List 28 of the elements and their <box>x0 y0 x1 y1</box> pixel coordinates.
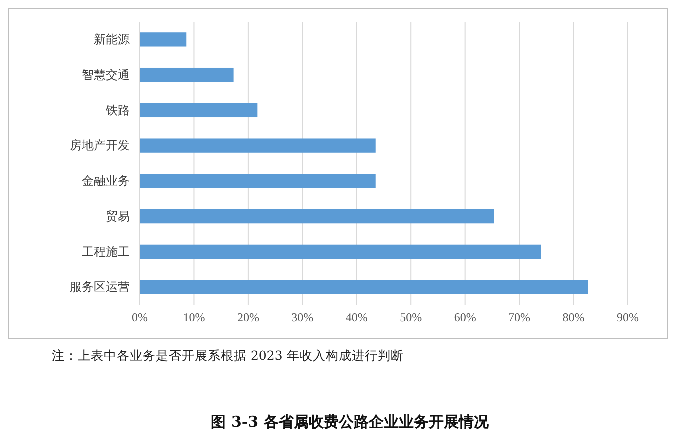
y-tick-label: 智慧交通 <box>82 68 130 82</box>
y-tick-label: 贸易 <box>106 209 130 224</box>
x-tick-label: 80% <box>562 310 585 325</box>
bar <box>140 174 376 188</box>
x-tick-label: 90% <box>617 310 639 325</box>
y-tick-label: 新能源 <box>94 32 130 47</box>
x-tick-label: 30% <box>292 310 314 325</box>
x-tick-label: 20% <box>237 310 260 325</box>
y-tick-label: 服务区运营 <box>70 280 130 294</box>
x-tick-label: 50% <box>400 310 422 325</box>
bar <box>140 138 376 153</box>
text: 图 3-3 各省属收费公路企业业务开展情况 <box>211 413 490 431</box>
x-tick-label: 60% <box>454 310 476 325</box>
bar <box>140 32 187 47</box>
bar <box>140 280 588 294</box>
y-tick-label: 房地产开发 <box>70 138 130 153</box>
x-tick-label: 40% <box>346 310 368 325</box>
y-tick-label: 金融业务 <box>82 174 130 188</box>
bar <box>140 68 234 82</box>
x-tick-label: 0% <box>132 310 148 325</box>
text: 注：上表中各业务是否开展系根据 2023 年收入构成进行判断 <box>52 348 404 363</box>
bar <box>140 244 542 260</box>
x-tick-label: 70% <box>508 310 531 325</box>
bar <box>140 209 494 224</box>
y-tick-label: 铁路 <box>105 103 130 118</box>
x-tick-label: 10% <box>183 310 206 325</box>
y-tick-label: 工程施工 <box>82 244 130 259</box>
bar <box>140 103 258 118</box>
